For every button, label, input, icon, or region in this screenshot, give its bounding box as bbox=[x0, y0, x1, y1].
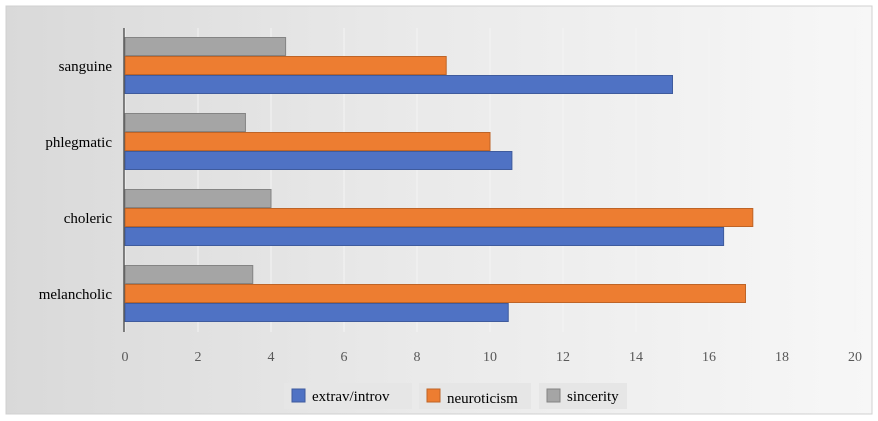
x-tick-label: 4 bbox=[268, 350, 275, 365]
x-axis-ticks: 0 2 4 6 8 10 12 14 16 18 20 bbox=[122, 350, 863, 365]
bars bbox=[124, 37, 754, 322]
legend-label: extrav/introv bbox=[312, 389, 390, 405]
bar-neuroticism-sanguine bbox=[124, 56, 447, 75]
bar-neuroticism-choleric bbox=[124, 208, 754, 227]
x-tick-label: 12 bbox=[556, 350, 570, 365]
x-tick-label: 0 bbox=[122, 350, 129, 365]
category-label: melancholic bbox=[39, 287, 113, 303]
legend-swatch bbox=[291, 388, 306, 403]
x-tick-label: 16 bbox=[702, 350, 716, 365]
bar-sincerity-choleric bbox=[124, 189, 272, 208]
legend-swatch bbox=[546, 388, 561, 403]
legend-label: neuroticism bbox=[447, 391, 518, 407]
legend-item-sincerity: sincerity bbox=[539, 383, 627, 409]
legend: extrav/introv neuroticism sincerity bbox=[284, 383, 627, 409]
bar-extrav-introv-phlegmatic bbox=[124, 151, 513, 170]
x-tick-label: 10 bbox=[483, 350, 497, 365]
category-label: choleric bbox=[64, 211, 113, 227]
x-tick-label: 14 bbox=[629, 350, 643, 365]
x-tick-label: 2 bbox=[195, 350, 202, 365]
bar-neuroticism-phlegmatic bbox=[124, 132, 491, 151]
bar-extrav-introv-choleric bbox=[124, 227, 725, 246]
legend-swatch bbox=[426, 388, 441, 403]
category-label: phlegmatic bbox=[45, 135, 112, 151]
bar-sincerity-phlegmatic bbox=[124, 113, 246, 132]
x-tick-label: 6 bbox=[341, 350, 348, 365]
legend-item-extrav-introv: extrav/introv bbox=[284, 383, 412, 409]
bar-sincerity-sanguine bbox=[124, 37, 287, 56]
bar-sincerity-melancholic bbox=[124, 265, 254, 284]
bar-extrav-introv-sanguine bbox=[124, 75, 673, 94]
legend-label: sincerity bbox=[567, 389, 619, 405]
x-tick-label: 20 bbox=[848, 350, 862, 365]
legend-item-neuroticism: neuroticism bbox=[419, 383, 531, 409]
bar-extrav-introv-melancholic bbox=[124, 303, 509, 322]
category-label: sanguine bbox=[59, 59, 113, 75]
x-tick-label: 8 bbox=[414, 350, 421, 365]
x-tick-label: 18 bbox=[775, 350, 789, 365]
bar-neuroticism-melancholic bbox=[124, 284, 746, 303]
y-axis-categories: melancholic choleric phlegmatic sanguine bbox=[39, 59, 113, 303]
